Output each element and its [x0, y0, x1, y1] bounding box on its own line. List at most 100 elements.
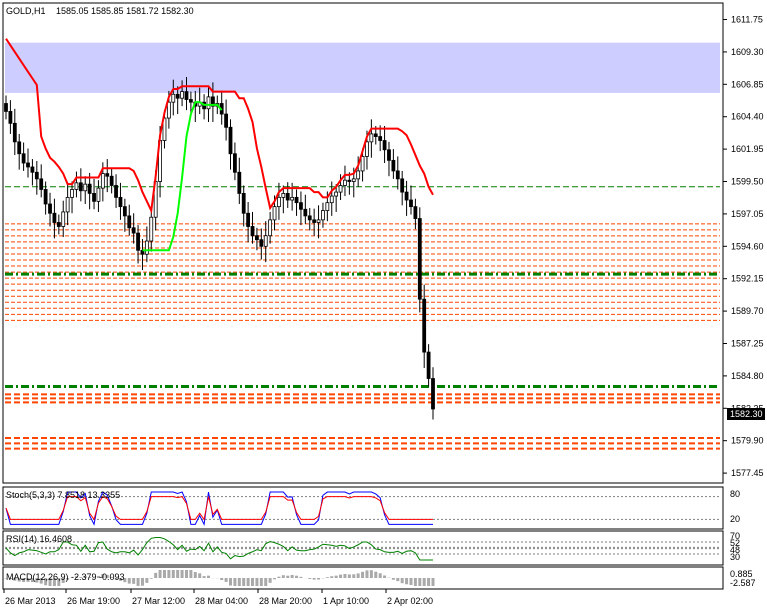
candle-body: [43, 189, 48, 205]
macd-bar: [273, 578, 277, 580]
candle-body: [378, 136, 383, 141]
candle-body: [263, 235, 268, 247]
candle-body: [70, 189, 74, 198]
candle-body: [26, 162, 30, 168]
macd-bar: [242, 578, 246, 586]
candle-body: [299, 202, 303, 210]
candle-body: [312, 219, 317, 223]
candle-body: [233, 153, 237, 173]
candle-body: [329, 195, 334, 204]
macd-bar: [114, 578, 118, 580]
candle-body: [347, 179, 352, 182]
macd-bar: [88, 577, 92, 578]
candle-body: [413, 206, 418, 219]
macd-bar: [422, 578, 426, 586]
candle-body: [285, 193, 290, 201]
candle-body: [92, 193, 96, 202]
candle-body: [21, 153, 26, 164]
macd-bar: [396, 578, 400, 582]
candle-body: [303, 208, 308, 217]
candle-body: [307, 215, 312, 221]
price-tick-label: 1589.70: [731, 306, 764, 316]
macd-bar: [48, 578, 52, 586]
candle-body: [78, 182, 83, 192]
candle-body: [131, 227, 136, 234]
candle-body: [290, 196, 295, 201]
candle-body: [259, 239, 264, 247]
price-tick-label: 1584.80: [731, 371, 764, 381]
macd-bar: [167, 570, 171, 578]
candle-body: [48, 203, 52, 214]
macd-bar: [237, 578, 241, 586]
horizontal-levels: [5, 186, 720, 450]
macd-bar: [427, 578, 431, 586]
candle-body: [356, 170, 361, 180]
macd-bar: [79, 577, 83, 578]
price-tick-label: 1592.15: [731, 274, 764, 284]
macd-bar: [57, 578, 61, 586]
candle-body: [122, 206, 127, 217]
candle-body: [171, 93, 176, 103]
macd-bar: [365, 570, 369, 578]
macd-bar: [383, 575, 387, 578]
macd-label: MACD(12,26,9) -2.379 -0.093: [6, 572, 125, 582]
candle-body: [281, 193, 286, 198]
macd-bar: [229, 578, 233, 586]
candle-body: [136, 232, 140, 251]
candle-body: [373, 133, 378, 137]
macd-level-high: 0.885: [730, 569, 753, 579]
price-tick-label: 1577.45: [731, 468, 764, 478]
rsi-level-30: 30: [730, 552, 740, 562]
candle-body: [180, 91, 184, 99]
macd-bar: [356, 573, 360, 578]
price-tick-label: 1599.50: [731, 177, 764, 187]
candle-body: [360, 155, 365, 172]
candle-body: [334, 191, 339, 197]
macd-level-low: -2.587: [730, 578, 756, 588]
candle-body: [369, 133, 374, 143]
stoch-main-line: [5, 491, 433, 527]
macd-bar: [52, 578, 56, 586]
price-tick-label: 1579.90: [731, 436, 764, 446]
rsi-level-52: 52: [730, 538, 740, 548]
candle-body: [105, 173, 110, 177]
macd-bar: [198, 573, 202, 578]
macd-bar: [110, 576, 114, 578]
macd-bar: [312, 578, 316, 580]
rsi-level-48: 48: [730, 545, 740, 555]
macd-bar: [26, 578, 30, 582]
candle-body: [391, 159, 396, 172]
time-tick-label: 2 Apr 02:00: [387, 596, 433, 606]
price-tick-label: 1594.60: [731, 241, 764, 251]
candle-body: [387, 149, 391, 161]
candle-body: [365, 141, 369, 157]
macd-bar: [277, 576, 281, 578]
stoch-lines: [5, 491, 720, 527]
candle-body: [417, 218, 422, 300]
macd-bar: [264, 578, 268, 586]
macd-bar: [39, 578, 43, 584]
stoch-signal-line: [5, 495, 433, 521]
rsi-label: RSI(14) 16.4608: [6, 534, 72, 544]
candle-body: [210, 96, 215, 107]
macd-bar: [405, 578, 409, 585]
macd-bar: [35, 578, 39, 583]
candle-body: [109, 175, 114, 186]
macd-bar: [22, 578, 26, 583]
macd-bar: [259, 578, 263, 586]
candle-body: [272, 206, 277, 221]
time-tick-label: 1 Apr 10:00: [323, 596, 369, 606]
price-tick-label: 1609.30: [731, 47, 764, 57]
time-tick-label: 26 Mar 2013: [5, 596, 56, 606]
macd-bar: [149, 578, 153, 579]
stoch-pane: [2, 486, 724, 530]
macd-bar: [184, 570, 188, 578]
candle-body: [188, 99, 193, 103]
current-price-label: 1582.30: [730, 409, 763, 419]
candle-body: [250, 226, 255, 237]
rsi-pane: [2, 530, 724, 566]
price-tick-label: 1597.05: [731, 209, 764, 219]
macd-bar: [206, 575, 210, 578]
candle-body: [277, 196, 281, 208]
